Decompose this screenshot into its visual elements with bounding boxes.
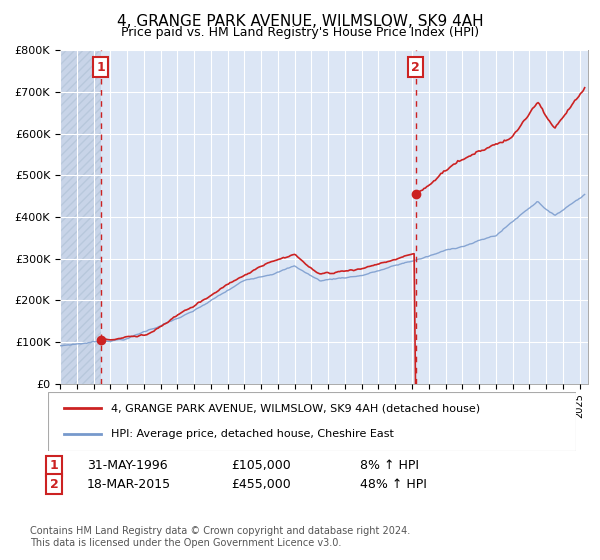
Text: 1: 1 — [50, 459, 58, 473]
Bar — [60, 50, 101, 384]
Text: Contains HM Land Registry data © Crown copyright and database right 2024.
This d: Contains HM Land Registry data © Crown c… — [30, 526, 410, 548]
Bar — [60, 50, 101, 384]
Text: 48% ↑ HPI: 48% ↑ HPI — [360, 478, 427, 491]
Text: 31-MAY-1996: 31-MAY-1996 — [87, 459, 167, 473]
Text: 2: 2 — [50, 478, 58, 491]
Text: Price paid vs. HM Land Registry's House Price Index (HPI): Price paid vs. HM Land Registry's House … — [121, 26, 479, 39]
Text: HPI: Average price, detached house, Cheshire East: HPI: Average price, detached house, Ches… — [112, 430, 394, 440]
Text: £455,000: £455,000 — [231, 478, 291, 491]
Text: £105,000: £105,000 — [231, 459, 291, 473]
Text: 18-MAR-2015: 18-MAR-2015 — [87, 478, 171, 491]
FancyBboxPatch shape — [48, 392, 576, 451]
Text: 4, GRANGE PARK AVENUE, WILMSLOW, SK9 4AH: 4, GRANGE PARK AVENUE, WILMSLOW, SK9 4AH — [116, 14, 484, 29]
Text: 8% ↑ HPI: 8% ↑ HPI — [360, 459, 419, 473]
Text: 2: 2 — [411, 60, 420, 73]
Text: 4, GRANGE PARK AVENUE, WILMSLOW, SK9 4AH (detached house): 4, GRANGE PARK AVENUE, WILMSLOW, SK9 4AH… — [112, 403, 481, 413]
Text: 1: 1 — [96, 60, 105, 73]
